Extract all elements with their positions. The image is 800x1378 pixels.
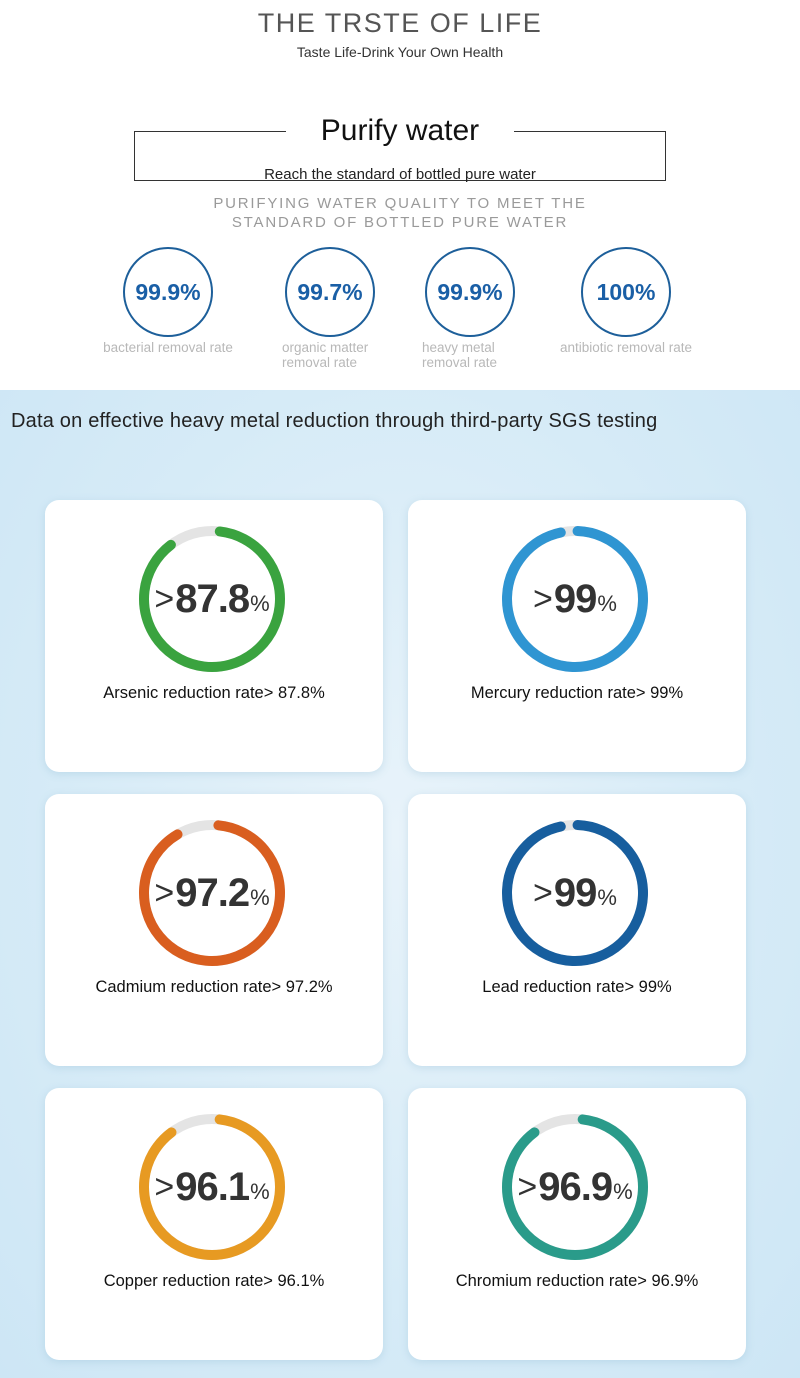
rate-value: 100%: [596, 278, 656, 305]
rate-value: 99.9%: [135, 278, 201, 305]
rate-ring: 99.7%: [285, 247, 375, 337]
gauge-arc: [502, 1114, 648, 1260]
gauge-unit: %: [250, 885, 270, 910]
gauge-value: >97.2%: [137, 818, 287, 968]
gauge-number: 87.8: [175, 576, 250, 621]
card-caption: Arsenic reduction rate> 87.8%: [103, 684, 325, 702]
rate-label-line2: removal rate: [282, 355, 358, 370]
gauge-number: 96.1: [175, 1164, 250, 1209]
sgs-title: Data on effective heavy metal reduction …: [11, 410, 658, 432]
rate-value: 99.7%: [297, 278, 363, 305]
gauge-unit: %: [250, 1179, 270, 1204]
gauge-prefix: >: [533, 873, 553, 912]
gauge-ring: [502, 1114, 648, 1260]
gauge-prefix: >: [517, 1167, 538, 1206]
card-caption: Copper reduction rate> 96.1%: [103, 1272, 325, 1290]
gauge-number: 99: [553, 870, 597, 915]
card-cadmium: >97.2% Cadmium reduction rate> 97.2%: [45, 794, 383, 1066]
title-frame: [134, 131, 666, 181]
rate-label-line2: removal rate: [422, 355, 498, 370]
card-copper: >96.1% Copper reduction rate> 96.1%: [45, 1088, 383, 1360]
rate-bacterial: 99.9% bacterial removal rate: [78, 247, 258, 355]
gauge-value: >96.9%: [500, 1112, 650, 1262]
gauge-arc: [139, 526, 285, 672]
brand-title: THE TRSTE OF LIFE: [257, 8, 543, 38]
rate-value: 99.9%: [437, 278, 503, 305]
gauge-arc: [502, 820, 648, 967]
rate-label: bacterial removal rate: [103, 340, 233, 355]
card-mercury: >99% Mercury reduction rate> 99%: [408, 500, 746, 772]
brand-subtitle: Taste Life-Drink Your Own Health: [296, 44, 504, 60]
gauge-ring: [139, 1114, 285, 1260]
purify-title: Purify water: [320, 114, 480, 147]
gauge-prefix: >: [154, 1167, 175, 1206]
gauge-number: 97.2: [175, 870, 250, 915]
gauge-value: >99%: [500, 818, 650, 968]
purify-subtitle: Reach the standard of bottled pure water: [264, 166, 536, 183]
gauge-unit: %: [597, 591, 617, 616]
rate-label: heavy metal: [422, 340, 495, 355]
gauge-ring: [502, 820, 648, 967]
gauge-ring: [139, 526, 285, 672]
card-lead: >99% Lead reduction rate> 99%: [408, 794, 746, 1066]
top-section: THE TRSTE OF LIFE Taste Life-Drink Your …: [0, 0, 800, 390]
gauge-ring: [139, 820, 285, 966]
card-caption: Cadmium reduction rate> 97.2%: [95, 978, 333, 996]
gauge-arc: [139, 1114, 285, 1260]
gauge-unit: %: [613, 1179, 633, 1204]
gauge-value: >96.1%: [137, 1112, 287, 1262]
gauge-value: >87.8%: [137, 524, 287, 674]
frame-line-left: [134, 131, 286, 132]
gauge-prefix: >: [154, 873, 175, 912]
rate-ring: 99.9%: [425, 247, 515, 337]
gauge-value: >99%: [500, 524, 650, 674]
purify-caps-line1: PURIFYING WATER QUALITY TO MEET THE: [213, 195, 587, 212]
gauge-arc: [502, 526, 648, 673]
card-caption: Chromium reduction rate> 96.9%: [455, 1272, 699, 1290]
rate-label: organic matter: [282, 340, 369, 355]
rate-organic: 99.7% organic matter removal rate: [240, 247, 420, 370]
card-chromium: >96.9% Chromium reduction rate> 96.9%: [408, 1088, 746, 1360]
rate-label: antibiotic removal rate: [559, 340, 693, 355]
purify-caps-line2: STANDARD OF BOTTLED PURE WATER: [231, 214, 569, 231]
gauge-prefix: >: [154, 579, 175, 618]
gauge-number: 96.9: [538, 1164, 613, 1209]
gauge-arc: [139, 820, 285, 966]
gauge-prefix: >: [533, 579, 553, 618]
gauge-unit: %: [597, 885, 617, 910]
rate-ring: 99.9%: [123, 247, 213, 337]
card-caption: Mercury reduction rate> 99%: [470, 684, 684, 702]
gauge-number: 99: [553, 576, 597, 621]
gauge-unit: %: [250, 591, 270, 616]
card-caption: Lead reduction rate> 99%: [482, 978, 672, 996]
purify-caps: PURIFYING WATER QUALITY TO MEET THE STAN…: [0, 194, 800, 232]
rate-heavy-metal: 99.9% heavy metal removal rate: [380, 247, 560, 370]
rate-antibiotic: 100% antibiotic removal rate: [536, 247, 716, 355]
card-arsenic: >87.8% Arsenic reduction rate> 87.8%: [45, 500, 383, 772]
frame-line-right: [514, 131, 666, 132]
rate-ring: 100%: [581, 247, 671, 337]
gauge-ring: [502, 526, 648, 673]
